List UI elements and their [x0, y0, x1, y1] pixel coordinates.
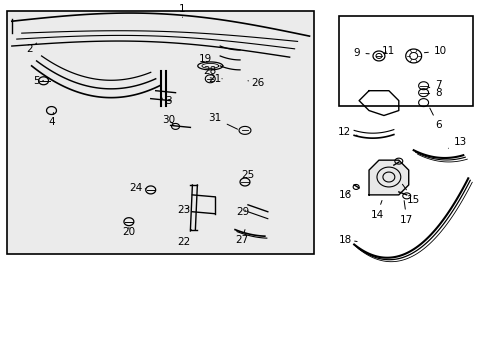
- Bar: [339, 16, 472, 105]
- Text: 16: 16: [338, 190, 351, 200]
- Text: 9: 9: [353, 48, 368, 58]
- Text: 22: 22: [177, 230, 191, 247]
- Text: 18: 18: [338, 234, 356, 244]
- Text: 11: 11: [382, 46, 395, 56]
- Text: 15: 15: [402, 184, 420, 205]
- Text: 19: 19: [198, 54, 211, 64]
- Bar: [7, 11, 314, 255]
- Text: 1: 1: [179, 4, 185, 17]
- Text: 24: 24: [129, 183, 145, 193]
- Text: 31: 31: [208, 113, 237, 129]
- Text: 4: 4: [48, 113, 55, 127]
- Text: 7: 7: [427, 80, 441, 90]
- Text: 8: 8: [427, 88, 441, 98]
- Text: 20: 20: [122, 226, 135, 237]
- Text: 2: 2: [26, 43, 37, 54]
- Text: 21: 21: [208, 74, 222, 84]
- Text: 5: 5: [33, 76, 43, 86]
- Text: 27: 27: [235, 230, 248, 244]
- Text: 23: 23: [177, 205, 190, 215]
- Text: 13: 13: [447, 137, 466, 148]
- Text: 10: 10: [424, 46, 446, 56]
- Text: 30: 30: [162, 116, 175, 126]
- Text: 12: 12: [337, 127, 356, 138]
- Text: 28: 28: [203, 66, 222, 79]
- Polygon shape: [368, 160, 408, 195]
- Text: 29: 29: [236, 207, 249, 217]
- Text: 26: 26: [247, 78, 264, 88]
- Text: 14: 14: [369, 201, 383, 220]
- Text: 6: 6: [429, 108, 441, 130]
- Text: 25: 25: [241, 170, 254, 180]
- Text: 3: 3: [161, 96, 172, 105]
- Text: 17: 17: [399, 201, 412, 225]
